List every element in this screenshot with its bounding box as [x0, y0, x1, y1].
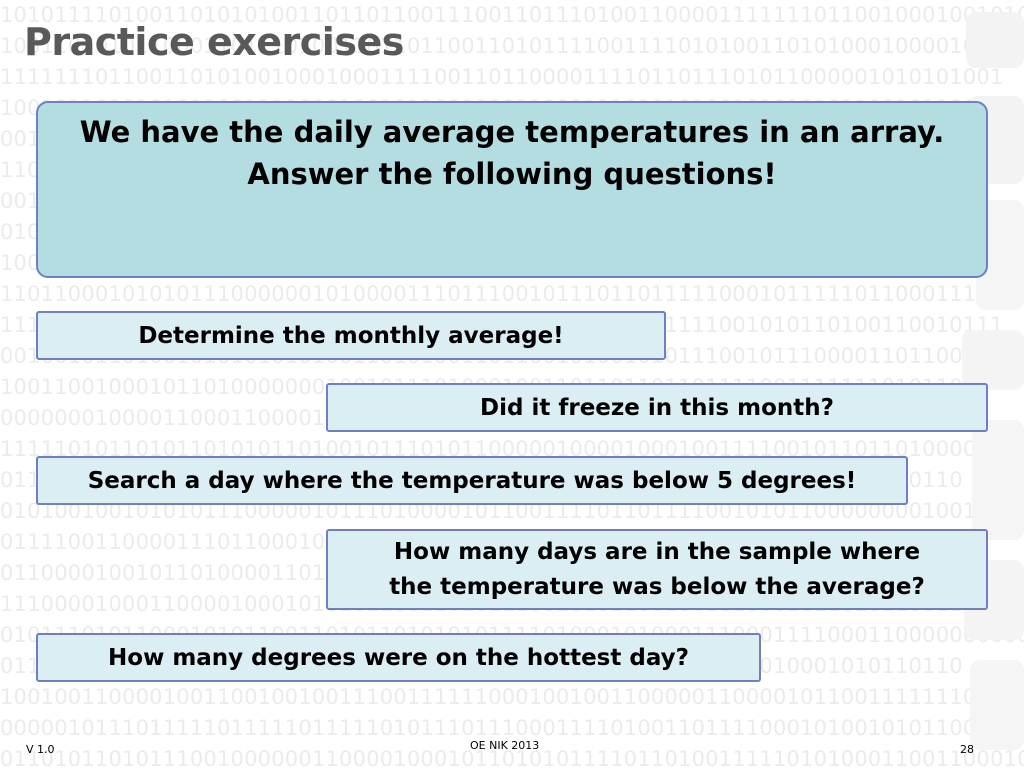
binary-row: 0110101101011100100000011000010001011010… [0, 747, 1024, 768]
binary-row: 1001001100001001100100100111001111110001… [0, 685, 1004, 709]
question-text: How many degrees were on the hottest day… [108, 644, 689, 671]
question-hottest-day: How many degrees were on the hottest day… [36, 633, 761, 682]
binary-row: 1101100010101011100000010100001110111001… [0, 282, 1004, 306]
question-text-line-2: the temperature was below the average? [389, 573, 925, 600]
footer-version: V 1.0 [26, 743, 55, 756]
intro-box: We have the daily average temperatures i… [36, 101, 988, 278]
footer-center-text: OE NIK 2013 [470, 739, 540, 752]
binary-row: 1001101010110001101110100110110110011010… [0, 34, 1024, 58]
question-text: Search a day where the temperature was b… [87, 467, 857, 494]
question-text: Determine the monthly average! [138, 322, 564, 349]
question-monthly-average: Determine the monthly average! [36, 311, 666, 360]
intro-line-1: We have the daily average temperatures i… [79, 115, 945, 149]
binary-row: 1111111011001101010010001000111100110110… [0, 65, 1004, 89]
question-days-below-average: How many days are in the sample where th… [326, 529, 988, 610]
decorative-squares [962, 12, 1024, 750]
binary-row: 0000010111011111011111011111010111011100… [0, 716, 1024, 740]
question-text: Did it freeze in this month? [480, 394, 834, 421]
slide-title: Practice exercises [24, 20, 404, 64]
question-below-five: Search a day where the temperature was b… [36, 456, 908, 505]
intro-line-2: Answer the following questions! [247, 157, 777, 191]
page-number: 28 [960, 743, 974, 756]
question-freeze: Did it freeze in this month? [326, 383, 988, 432]
question-text-line-1: How many days are in the sample where [393, 538, 921, 565]
binary-row: 1010111101001101010100110110110011100110… [0, 3, 1024, 27]
